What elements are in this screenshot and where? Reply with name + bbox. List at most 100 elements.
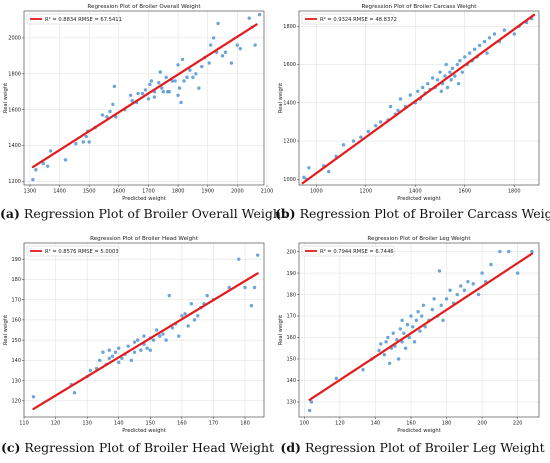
data-point [437, 269, 442, 273]
legend-box [26, 245, 120, 257]
x-tick-label: 1700 [142, 189, 155, 195]
data-point [182, 79, 186, 83]
x-tick-label: 2000 [231, 189, 244, 195]
data-point [450, 66, 455, 71]
chart-leg-weight: Regression Plot of Broiler Leg Weight 100… [278, 236, 540, 434]
data-point [456, 81, 461, 86]
legend-label: R² = 0.9324 RMSE = 48.8372 [320, 17, 397, 23]
data-point [154, 328, 159, 332]
data-point [88, 368, 93, 373]
data-point [223, 50, 228, 54]
x-tick-label: 200 [477, 421, 487, 427]
data-point [197, 86, 201, 90]
x-axis-label: Predicted weight [397, 428, 441, 434]
data-point [472, 47, 477, 51]
data-point [111, 102, 115, 106]
data-point [113, 350, 118, 354]
data-point [507, 249, 511, 254]
caption-a: (a) Regression Plot of Broiler Overall W… [0, 206, 286, 221]
data-point [485, 51, 489, 55]
data-point [476, 292, 481, 297]
data-point [34, 168, 38, 172]
data-point [243, 285, 247, 290]
data-point [183, 312, 187, 316]
data-point [498, 249, 502, 254]
caption-d-tag: (d) [280, 440, 301, 455]
x-tick-label: 1200 [359, 189, 372, 195]
legend-box [301, 245, 395, 257]
x-tick-label: 1800 [172, 189, 185, 195]
data-point [435, 78, 440, 82]
x-tick-label: 1000 [310, 189, 323, 195]
data-point [252, 285, 257, 290]
x-tick-label: 1400 [409, 189, 422, 195]
data-point [98, 358, 102, 363]
data-point [135, 338, 140, 342]
data-point [164, 75, 168, 80]
data-point [160, 86, 164, 90]
x-axis-label: Predicted weight [122, 428, 166, 434]
data-point [326, 169, 331, 174]
data-point [388, 104, 393, 109]
data-point [158, 334, 162, 338]
y-tick-label: 1200 [8, 179, 21, 185]
chart-title: Regression Plot of Broiler Overall Weigh… [87, 4, 201, 10]
data-point [396, 357, 401, 361]
data-point [112, 84, 117, 89]
data-point [480, 271, 484, 275]
y-axis-label: Real weight [3, 315, 9, 345]
y-tick-label: 130 [286, 400, 296, 406]
x-axis-label: Predicted weight [122, 196, 166, 202]
x-tick-label: 150 [146, 421, 156, 427]
data-point [207, 61, 211, 65]
x-tick-label: 130 [82, 421, 92, 427]
data-point [151, 338, 156, 342]
data-point [180, 57, 185, 62]
panel-head-weight: Regression Plot of Broiler Head Weight 11… [0, 232, 275, 437]
data-point [194, 72, 198, 76]
data-point [108, 109, 112, 114]
data-point [423, 325, 427, 329]
data-point [407, 335, 411, 340]
data-point [391, 331, 395, 335]
data-point [205, 293, 209, 298]
data-point [87, 140, 91, 144]
data-point [515, 271, 520, 275]
data-point [146, 97, 151, 101]
x-tick-label: 180 [240, 421, 250, 427]
x-tick-label: 170 [209, 421, 219, 427]
data-point [302, 175, 306, 180]
y-tick-label: 160 [11, 318, 21, 324]
data-point [425, 81, 430, 86]
x-tick-label: 140 [371, 421, 381, 427]
data-point [432, 297, 436, 301]
chart-title: Regression Plot of Broiler Leg Weight [367, 236, 471, 242]
data-point [31, 395, 36, 399]
data-point [140, 91, 145, 96]
regression-line [308, 252, 533, 401]
y-tick-label: 140 [286, 378, 296, 384]
data-point [191, 75, 195, 80]
data-point [128, 93, 133, 98]
y-tick-label: 120 [11, 399, 21, 405]
data-point [449, 78, 453, 82]
y-tick-label: 1000 [283, 177, 296, 183]
data-point [31, 177, 35, 182]
y-tick-label: 1200 [283, 139, 296, 145]
y-tick-label: 180 [286, 292, 296, 298]
legend-label: R² = 0.8834 RMSE = 67.5411 [45, 17, 122, 23]
caption-a-text: Regression Plot of Broiler Overall Weigh… [23, 206, 286, 221]
data-point [455, 292, 459, 297]
x-tick-label: 1400 [53, 189, 66, 195]
data-point [110, 354, 115, 359]
data-point [430, 307, 435, 312]
data-point [177, 86, 182, 90]
data-point [530, 249, 534, 254]
caption-b-tag: (b) [275, 206, 296, 221]
data-point [361, 368, 365, 372]
data-point [466, 279, 470, 284]
data-point [211, 36, 216, 40]
data-point [186, 324, 190, 328]
data-point [195, 314, 200, 318]
x-tick-label: 1300 [24, 189, 37, 195]
